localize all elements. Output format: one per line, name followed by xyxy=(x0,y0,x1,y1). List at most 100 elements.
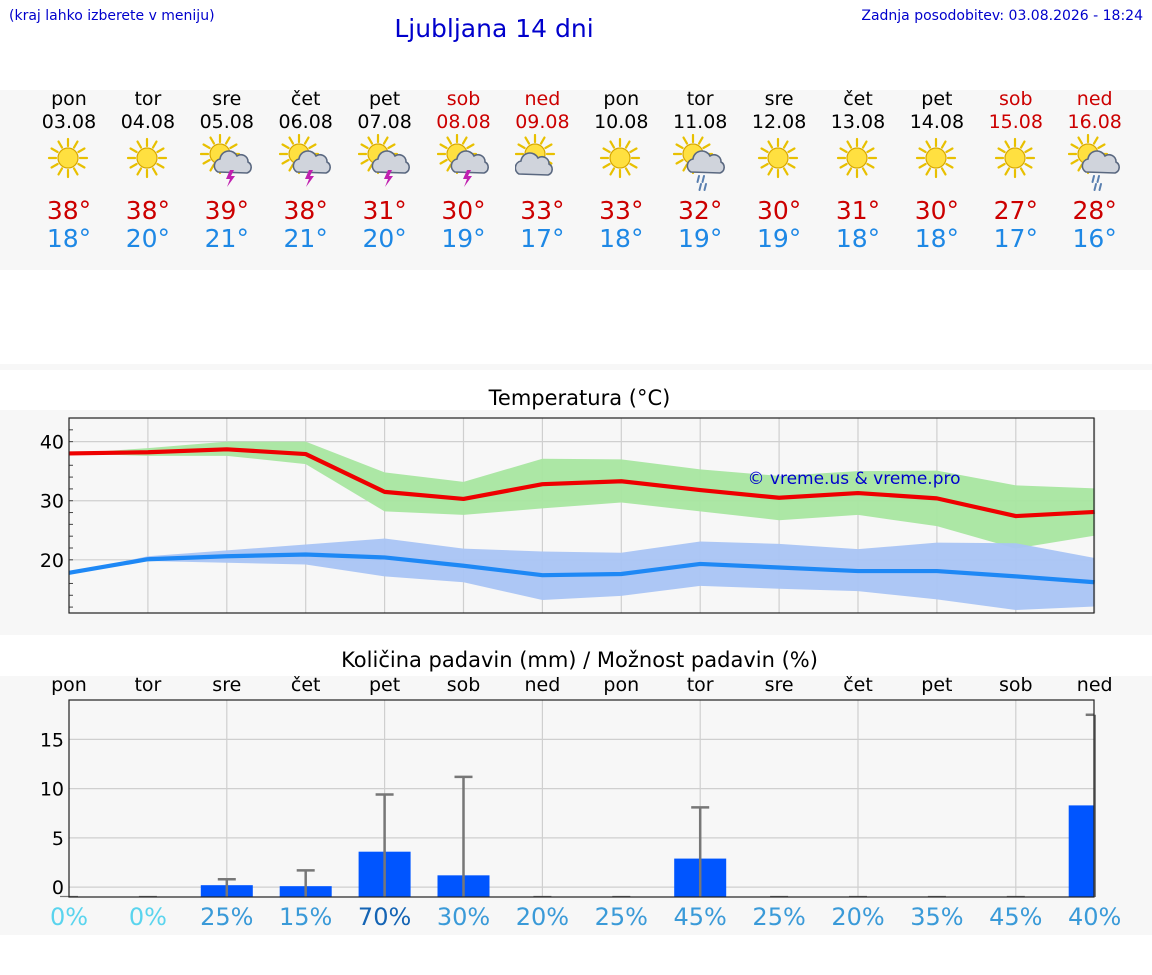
lightning-shape xyxy=(462,170,472,187)
min-temperature: 18° xyxy=(835,224,881,253)
sun-cloud-rain-icon xyxy=(673,134,726,191)
min-temperature: 21° xyxy=(204,224,249,253)
day-column: čet 13.08 xyxy=(818,88,898,134)
last-update: Zadnja posodobitev: 03.08.2026 - 18:24 xyxy=(861,8,1143,24)
day-column: ned 16.08 xyxy=(1055,88,1135,134)
sun-cloud-thunder-icon xyxy=(199,134,252,187)
max-temperature: 38° xyxy=(283,196,328,225)
sun-cloud-thunder-icon xyxy=(278,134,331,187)
day-date: 08.08 xyxy=(436,111,491,133)
min-temperature: 18° xyxy=(599,224,644,253)
min-temperature: 20° xyxy=(362,224,407,253)
sun-icon xyxy=(994,137,1035,179)
day-column: pet 07.08 xyxy=(345,88,425,134)
precipitation-day-label: sre xyxy=(212,674,242,696)
rain-shape xyxy=(696,175,708,191)
sun-shape xyxy=(47,137,89,179)
min-temperature: 18° xyxy=(914,224,960,253)
day-name: ned xyxy=(1076,88,1113,110)
max-temperature: 31° xyxy=(362,196,407,225)
precipitation-probability: 20% xyxy=(831,903,885,931)
max-temperature: 30° xyxy=(441,196,486,225)
precipitation-probability: 35% xyxy=(910,903,964,931)
precipitation-day-label: čet xyxy=(290,674,321,696)
cloud-shape xyxy=(686,150,726,174)
sun-shape xyxy=(994,137,1035,179)
precipitation-day-label: pet xyxy=(921,674,953,696)
day-date: 03.08 xyxy=(41,111,97,133)
min-temperature: 16° xyxy=(1072,224,1117,253)
min-temperature: 21° xyxy=(283,224,328,253)
day-date: 12.08 xyxy=(751,111,807,133)
min-temperature: 17° xyxy=(993,224,1038,253)
daily-summary-band xyxy=(0,90,1152,270)
sun-icon xyxy=(600,137,641,179)
day-name: čet xyxy=(843,88,873,110)
precipitation-day-label: tor xyxy=(134,674,162,696)
section-divider xyxy=(0,364,1152,370)
sun-icon xyxy=(915,137,956,179)
day-date: 15.08 xyxy=(988,111,1043,133)
min-temperature: 18° xyxy=(46,224,92,253)
day-column: ned 09.08 xyxy=(502,88,582,134)
precipitation-probability: 0% xyxy=(128,903,167,931)
day-name: tor xyxy=(134,88,162,110)
max-temperature: 31° xyxy=(835,196,881,225)
day-column: sre 12.08 xyxy=(739,88,819,134)
day-column: tor 11.08 xyxy=(660,88,740,134)
min-temperature: 20° xyxy=(125,224,171,253)
sun-icon xyxy=(757,137,799,179)
day-name: sob xyxy=(446,88,481,110)
day-name: tor xyxy=(686,88,714,110)
sun-icon xyxy=(47,137,89,179)
sun-icon xyxy=(126,137,167,179)
precipitation-probability: 25% xyxy=(752,903,806,931)
cloud-shape xyxy=(450,150,489,174)
sun-cloud-thunder-icon xyxy=(436,134,489,187)
lightning-shape xyxy=(383,170,393,187)
precipitation-day-label: ned xyxy=(1076,674,1113,696)
precipitation-probability: 45% xyxy=(989,903,1043,931)
day-date: 06.08 xyxy=(278,111,333,133)
day-date: 16.08 xyxy=(1067,111,1122,133)
precipitation-probability: 25% xyxy=(594,903,648,931)
day-name: ned xyxy=(524,88,561,110)
sun-cloud-rain-icon xyxy=(1067,134,1120,191)
max-temperature: 27° xyxy=(993,196,1038,225)
day-name: pet xyxy=(921,88,953,110)
min-temperature: 17° xyxy=(520,224,565,253)
day-name: sre xyxy=(764,88,794,110)
day-name: sre xyxy=(212,88,242,110)
location-hint[interactable]: (kraj lahko izberete v meniju) xyxy=(9,8,215,24)
precipitation-day-label: ned xyxy=(524,674,561,696)
day-date: 09.08 xyxy=(515,111,570,133)
min-temperature: 19° xyxy=(756,224,802,253)
sun-shape xyxy=(126,137,167,179)
day-column: sob 15.08 xyxy=(976,88,1056,134)
max-temperature: 38° xyxy=(125,196,171,225)
precipitation-day-label: pon xyxy=(603,674,640,696)
precipitation-day-label: sob xyxy=(999,674,1033,696)
precipitation-day-label: sob xyxy=(446,674,481,696)
sun-shape xyxy=(915,137,956,179)
day-column: pon 10.08 xyxy=(581,88,661,134)
max-temperature: 30° xyxy=(756,196,802,225)
cloud-shape xyxy=(292,150,331,174)
day-name: pon xyxy=(603,88,640,110)
sun-shape xyxy=(757,137,799,179)
lightning-shape xyxy=(225,170,235,187)
min-temperature: 19° xyxy=(678,224,723,253)
day-name: pon xyxy=(51,88,87,110)
day-date: 11.08 xyxy=(672,111,728,133)
precipitation-probability: 70% xyxy=(357,903,412,931)
precipitation-day-label: tor xyxy=(686,674,714,696)
max-temperature: 30° xyxy=(914,196,960,225)
day-date: 14.08 xyxy=(909,111,965,133)
day-date: 04.08 xyxy=(120,111,176,133)
day-date: 13.08 xyxy=(830,111,886,133)
sun-icon xyxy=(836,137,878,179)
precipitation-probability: 20% xyxy=(515,903,570,931)
cloud-shape xyxy=(1081,150,1120,174)
precipitation-probability: 0% xyxy=(49,903,89,931)
day-column: tor 04.08 xyxy=(108,88,188,134)
